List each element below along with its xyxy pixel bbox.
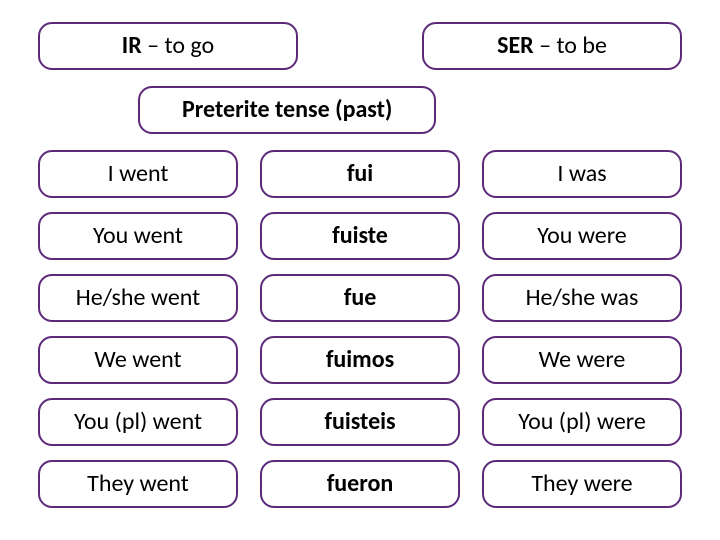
cell-ser-meaning: They were [482, 460, 682, 508]
cell-spanish-form: fue [260, 274, 460, 322]
cell-spanish-form: fuimos [260, 336, 460, 384]
cell-ir-meaning: He/she went [38, 274, 238, 322]
table-row: I went fui I was [38, 150, 682, 198]
table-row: You went fuiste You were [38, 212, 682, 260]
verb-ser-header-text: SER – to be [497, 33, 607, 59]
tense-row: Preterite tense (past) [38, 86, 682, 134]
cell-spanish-form: fueron [260, 460, 460, 508]
verb-ir-header: IR – to go [38, 22, 298, 70]
cell-ir-meaning: You (pl) went [38, 398, 238, 446]
cell-spanish-form: fui [260, 150, 460, 198]
header-spacer [320, 22, 400, 70]
cell-ir-meaning: They went [38, 460, 238, 508]
verb-ser-header: SER – to be [422, 22, 682, 70]
tense-label: Preterite tense (past) [138, 86, 436, 134]
verb-ir-header-text: IR – to go [122, 33, 214, 59]
cell-ir-meaning: You went [38, 212, 238, 260]
cell-ser-meaning: You were [482, 212, 682, 260]
cell-spanish-form: fuiste [260, 212, 460, 260]
table-row: You (pl) went fuisteis You (pl) were [38, 398, 682, 446]
cell-ser-meaning: We were [482, 336, 682, 384]
verb-ser-rest: – to be [534, 31, 607, 60]
table-row: They went fueron They were [38, 460, 682, 508]
cell-ser-meaning: You (pl) were [482, 398, 682, 446]
header-row: IR – to go SER – to be [38, 22, 682, 70]
cell-ir-meaning: I went [38, 150, 238, 198]
verb-ir-rest: – to go [142, 31, 214, 60]
verb-ser-bold: SER [497, 31, 534, 60]
conjugation-table: I went fui I was You went fuiste You were He/s… [38, 150, 682, 508]
cell-ser-meaning: I was [482, 150, 682, 198]
table-row: He/she went fue He/she was [38, 274, 682, 322]
cell-ir-meaning: We went [38, 336, 238, 384]
cell-spanish-form: fuisteis [260, 398, 460, 446]
cell-ser-meaning: He/she was [482, 274, 682, 322]
table-row: We went fuimos We were [38, 336, 682, 384]
verb-ir-bold: IR [122, 31, 142, 60]
